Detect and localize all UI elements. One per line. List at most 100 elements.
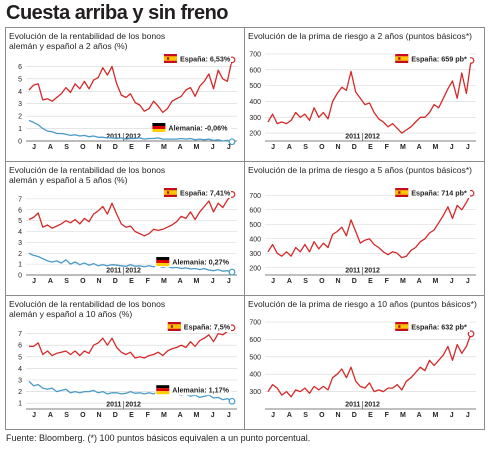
x-tick-label: A <box>287 144 292 151</box>
charts-frame: 0 1 2 3 4 5 6 J A S O N D E F M A M J J 2011 2012 España: 6,53… <box>5 27 485 430</box>
germany-flag-icon <box>156 385 170 395</box>
chart-title: Evolución de la prima de riesgo a 2 años… <box>248 31 478 41</box>
y-tick-label: 400 <box>249 99 261 106</box>
chart-title: Evolución de la prima de riesgo a 5 años… <box>248 165 478 175</box>
x-tick-label: M <box>433 278 439 285</box>
x-tick-label: M <box>161 412 167 419</box>
year-label: 2011 <box>106 268 121 275</box>
x-tick-label: S <box>64 278 69 285</box>
spain-flag-icon <box>163 54 177 63</box>
x-tick-label: M <box>400 144 406 151</box>
chart-title: Evolución de la prima de riesgo a 10 año… <box>248 299 478 309</box>
x-tick-label: A <box>417 412 422 419</box>
series-label: España: 6,53% <box>180 54 231 63</box>
flag-stripe <box>152 129 166 132</box>
x-tick-label: M <box>161 278 167 285</box>
spain-flag-icon <box>395 188 409 197</box>
x-tick-label: E <box>129 278 134 285</box>
flag-emblem <box>398 57 401 60</box>
x-tick-label: F <box>146 278 151 285</box>
y-tick-label: 3 <box>18 378 22 385</box>
x-tick-label: O <box>319 144 325 151</box>
x-tick-label: M <box>194 278 200 285</box>
chart-bono-10: 1 2 3 4 5 6 7 J A S O N D E F M A M J J 2011 2012 España: 7,5%… <box>6 296 244 429</box>
x-tick-label: J <box>466 144 470 151</box>
flag-stripe <box>156 263 170 266</box>
flag-emblem <box>166 57 170 60</box>
x-tick-label: M <box>161 144 167 151</box>
y-tick-label: 2 <box>18 114 22 121</box>
chart-bono-2: 0 1 2 3 4 5 6 J A S O N D E F M A M J J 2011 2012 España: 6,53… <box>6 28 244 161</box>
series-label-box <box>394 321 470 332</box>
x-tick-label: F <box>146 144 151 151</box>
year-label: 2012 <box>125 402 141 409</box>
x-tick-label: D <box>352 278 357 285</box>
flag-stripe <box>156 388 170 392</box>
x-tick-label: J <box>450 412 454 419</box>
chart-svg: 300 400 500 600 700 J A S O N D E F M A M J J 2011 2012 Espa… <box>249 320 476 419</box>
x-tick-label: A <box>287 278 292 285</box>
series-label-box <box>155 256 231 267</box>
year-label: 2011 <box>345 268 360 275</box>
year-label: 2011 <box>345 402 360 409</box>
series-line <box>28 193 233 237</box>
chart-title-line: alemán y español a 10 años (%) <box>9 309 133 319</box>
series-line <box>28 59 233 114</box>
x-tick-label: N <box>336 278 341 285</box>
series-line <box>267 192 472 259</box>
divider-horizontal-2 <box>6 295 484 296</box>
flag-stripe <box>163 56 177 61</box>
series-line <box>28 380 233 402</box>
x-tick-label: D <box>113 144 118 151</box>
y-tick-label: 200 <box>249 131 261 138</box>
x-tick-label: M <box>194 144 200 151</box>
y-tick-label: 600 <box>249 207 261 214</box>
x-tick-label: M <box>400 412 406 419</box>
y-tick-label: 500 <box>249 354 261 361</box>
x-tick-label: O <box>319 278 325 285</box>
x-tick-label: E <box>129 144 134 151</box>
flag-emblem <box>170 325 173 328</box>
series-endpoint <box>228 397 236 405</box>
x-tick-label: E <box>368 412 373 419</box>
flag-stripe <box>156 385 170 389</box>
series-label: España: 7,5% <box>184 322 231 331</box>
x-tick-label: M <box>194 412 200 419</box>
year-label: 2012 <box>125 268 141 275</box>
x-tick-label: F <box>385 144 390 151</box>
y-tick-label: 400 <box>249 236 261 243</box>
y-tick-label: 6 <box>18 64 22 71</box>
y-tick-label: 4 <box>18 89 22 96</box>
series-label-box <box>155 384 231 396</box>
x-tick-label: J <box>32 278 36 285</box>
chart-prima-2: 200 300 400 500 600 700 J A S O N D E F M A M J J 2011 2012 E… <box>245 28 483 161</box>
year-label: 2012 <box>364 402 380 409</box>
series-endpoint <box>467 330 475 338</box>
y-tick-label: 700 <box>249 52 261 59</box>
chart-title-line: Evolución de la prima de riesgo a 10 año… <box>248 299 477 309</box>
x-tick-label: M <box>400 278 406 285</box>
series-label: España: 7,41% <box>180 188 231 197</box>
y-tick-label: 300 <box>249 389 261 396</box>
y-tick-label: 7 <box>18 331 22 338</box>
x-tick-label: A <box>48 144 53 151</box>
x-tick-label: J <box>227 412 231 419</box>
spain-flag-icon <box>167 322 181 331</box>
x-tick-label: E <box>368 278 373 285</box>
y-tick-label: 5 <box>18 218 22 225</box>
flag-stripe <box>156 391 170 395</box>
x-tick-label: J <box>32 144 36 151</box>
flag-stripe <box>395 190 409 195</box>
series-label-box <box>394 187 470 198</box>
x-tick-label: S <box>303 278 308 285</box>
y-tick-label: 1 <box>18 262 22 269</box>
x-tick-label: M <box>433 144 439 151</box>
x-tick-label: J <box>271 144 275 151</box>
x-tick-label: M <box>433 412 439 419</box>
chart-prima-10: 300 400 500 600 700 J A S O N D E F M A M J J 2011 2012 Espa… <box>245 296 483 429</box>
flag-stripe <box>163 190 177 195</box>
x-tick-label: E <box>129 412 134 419</box>
y-tick-label: 6 <box>18 207 22 214</box>
x-tick-label: J <box>450 144 454 151</box>
x-tick-label: A <box>178 144 183 151</box>
